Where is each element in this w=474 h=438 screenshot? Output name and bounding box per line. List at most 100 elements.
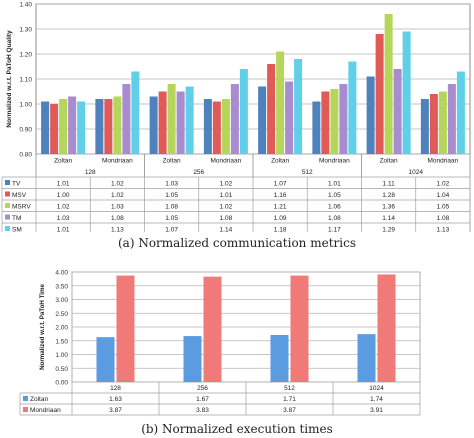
bar-tv	[420, 99, 429, 154]
data-label: 1.18	[274, 227, 287, 233]
data-label: 1.67	[196, 396, 209, 403]
y-tick-label: 1.30	[19, 27, 32, 34]
bar-msv	[267, 64, 276, 154]
y-tick-label: 1.40	[19, 2, 32, 9]
data-label: 1.63	[109, 396, 122, 403]
data-label: 1.03	[165, 181, 178, 188]
bar-tm	[285, 81, 294, 154]
data-label: 1.11	[383, 181, 396, 188]
bar-tm	[447, 84, 456, 154]
y-tick-label: 1.50	[55, 338, 68, 345]
bar-msrv	[384, 14, 393, 154]
data-label: 1.05	[165, 215, 178, 222]
legend-swatch-msrv	[5, 203, 10, 208]
legend-label: TV	[12, 181, 21, 188]
data-label: 1.05	[437, 204, 450, 211]
bar-sm	[77, 101, 86, 154]
x-category-label: Mondriaan	[428, 158, 459, 165]
data-label: 1.14	[220, 227, 233, 233]
bar-msrv	[276, 51, 285, 154]
data-label: 3.87	[283, 407, 296, 414]
x-group-label: 128	[85, 169, 96, 176]
data-label: 1.00	[57, 192, 70, 199]
bar-msrv	[167, 84, 176, 154]
bar-tm	[230, 84, 239, 154]
bar-msv	[429, 94, 438, 154]
bar-msrv	[221, 99, 230, 154]
y-tick-label: 4.00	[55, 270, 68, 277]
x-group-label: 256	[193, 169, 204, 176]
legend-swatch-zoltan	[23, 396, 28, 401]
data-label: 1.05	[165, 192, 178, 199]
y-tick-label: 0.00	[55, 380, 68, 387]
x-category-label: Mondriaan	[102, 158, 133, 165]
bar-zoltan	[270, 334, 289, 382]
data-label: 3.87	[109, 407, 122, 414]
communication-metrics-chart: 0.80 0.90 1.00 1.10 1.20 1.30 1.40 Normalized w…	[1, 2, 471, 233]
legend-label: TM	[12, 215, 21, 222]
bar-mondriaan	[377, 274, 396, 382]
data-label: 1.02	[437, 181, 450, 188]
data-label: 1.71	[283, 396, 296, 403]
data-label: 1.05	[328, 192, 341, 199]
y-tick-label: 3.00	[55, 297, 68, 304]
data-label: 1.02	[220, 204, 233, 211]
bar-tv	[366, 76, 375, 154]
bar-sm	[402, 31, 411, 154]
bar-sm	[294, 59, 303, 154]
bar-mondriaan	[290, 275, 309, 382]
x-category-label: 128	[110, 385, 121, 392]
y-axis-label: Normalized w.r.t. PaToH Time	[39, 284, 46, 370]
bar-msv	[321, 91, 330, 154]
bar-msv	[375, 34, 384, 154]
data-label: 1.08	[165, 204, 178, 211]
y-tick-label: 1.00	[19, 102, 32, 109]
bar-tm	[176, 91, 185, 154]
execution-times-chart: 0.00 0.50 1.00 1.50 2.00 2.50 3.00 3.50 4.00 Norm…	[19, 270, 421, 416]
bar-sm	[348, 61, 357, 154]
bar-tm	[339, 84, 348, 154]
bar-tm	[68, 96, 77, 154]
y-tick-label: 0.80	[19, 152, 32, 159]
bar-msv	[104, 99, 113, 154]
bar-msrv	[113, 96, 122, 154]
data-label: 1.01	[57, 227, 70, 233]
data-label: 1.08	[111, 215, 124, 222]
bar-zoltan	[357, 334, 376, 382]
chart-a-caption: (a) Normalized communication metrics	[118, 236, 356, 250]
data-label: 1.36	[382, 204, 395, 211]
x-category-label: Zoltan	[54, 158, 72, 165]
x-category-label: 1024	[369, 385, 384, 392]
x-category-label: 512	[284, 385, 295, 392]
data-label: 1.21	[274, 204, 287, 211]
data-label: 1.09	[274, 215, 287, 222]
bar-msrv	[59, 99, 68, 154]
data-label: 1.13	[437, 227, 450, 233]
bar-msv	[212, 101, 221, 154]
data-label: 1.08	[437, 215, 450, 222]
bar-tm	[122, 84, 131, 154]
data-label: 1.01	[57, 181, 70, 188]
legend-label: SM	[12, 227, 22, 233]
data-label: 1.03	[57, 215, 70, 222]
bar-zoltan	[183, 336, 202, 382]
data-label: 3.83	[196, 407, 209, 414]
data-label: 3.91	[370, 407, 383, 414]
legend-swatch-mondriaan	[23, 407, 28, 412]
bar-tv	[149, 96, 158, 154]
legend-label: Mondriaan	[30, 407, 61, 414]
y-tick-label: 1.10	[19, 77, 32, 84]
data-label: 1.07	[274, 181, 287, 188]
y-tick-label: 1.20	[19, 52, 32, 59]
y-tick-label: 1.00	[55, 352, 68, 359]
bar-mondriaan	[116, 275, 135, 382]
data-label: 1.02	[111, 181, 124, 188]
bar-sm	[131, 71, 140, 154]
data-label: 1.74	[370, 396, 383, 403]
bar-tv	[258, 86, 267, 154]
bar-sm	[239, 69, 248, 154]
data-label: 1.03	[111, 204, 124, 211]
legend-label: MSV	[12, 192, 27, 199]
x-category-label: Mondriaan	[319, 158, 350, 165]
bar-sm	[456, 71, 465, 154]
